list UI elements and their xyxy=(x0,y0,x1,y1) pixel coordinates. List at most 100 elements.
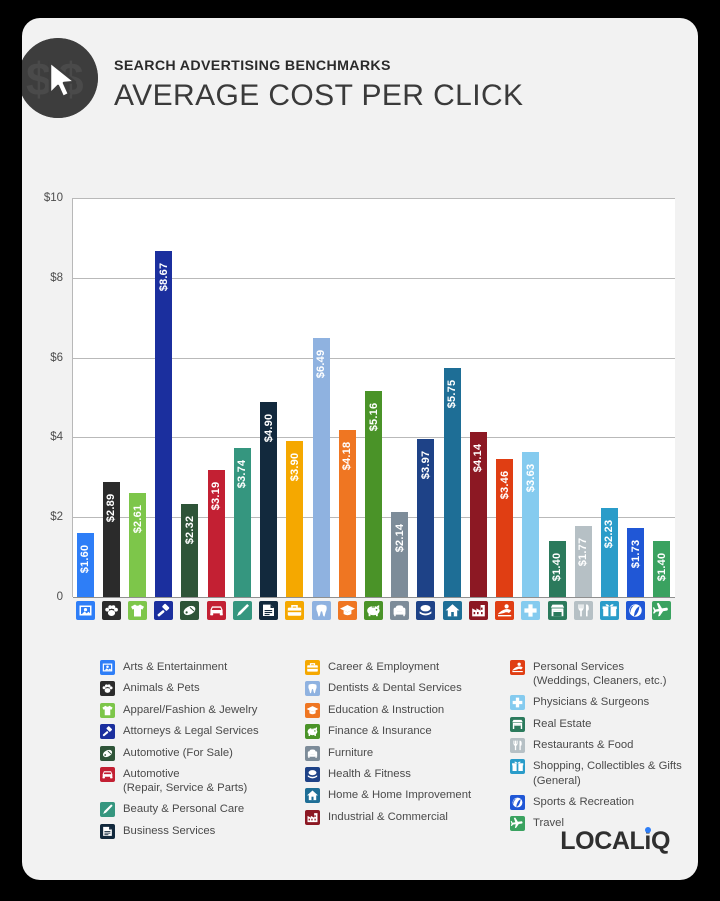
legend-item-label: Industrial & Commercial xyxy=(328,810,448,823)
graduation-cap-icon xyxy=(305,702,320,718)
bar-finance-insurance[interactable]: $5.16 xyxy=(365,391,383,597)
dumbbell-icon xyxy=(416,600,436,620)
bar-value-label: $2.14 xyxy=(393,523,406,552)
person-services-icon xyxy=(510,660,525,675)
legend-item: Shopping, Collectibles & Gifts (General) xyxy=(510,759,698,788)
document-icon xyxy=(100,823,115,839)
bar-cell: $3.74 xyxy=(229,198,255,597)
brush-icon xyxy=(232,600,252,620)
legend-item: Industrial & Commercial xyxy=(305,809,510,825)
tshirt-icon xyxy=(128,600,148,620)
bar-business-services[interactable]: $4.90 xyxy=(260,401,278,597)
briefcase-icon xyxy=(305,660,320,675)
bar-industrial-commercial[interactable]: $4.14 xyxy=(469,431,487,597)
bar-cell: $4.18 xyxy=(334,198,360,597)
paw-icon xyxy=(100,681,115,697)
bar-value-label: $4.90 xyxy=(262,413,275,442)
brand-dot xyxy=(644,827,651,833)
bar-real-estate[interactable]: $1.40 xyxy=(548,541,566,597)
bar-value-label: $1.60 xyxy=(79,544,92,574)
y-axis-tick: $10 xyxy=(43,192,63,204)
plot-area: $10 $8 $6 $4 $2 0 $1.60 $2.89 $2.61 $8.67 $2.32 $3… xyxy=(44,192,675,623)
legend-item: Education & Instruction xyxy=(305,702,510,718)
legend-item-label: Health & Fitness xyxy=(328,767,411,780)
bar-value-label: $8.67 xyxy=(157,262,170,292)
bar-shopping-collectibles[interactable]: $2.23 xyxy=(600,508,618,597)
bar-attorneys-legal[interactable]: $8.67 xyxy=(155,251,173,597)
legend-item-label: Travel xyxy=(533,817,564,830)
x-axis-icon-cell xyxy=(518,597,544,623)
x-axis-icon-cell xyxy=(203,597,229,623)
bar-animals-pets[interactable]: $2.89 xyxy=(102,481,120,597)
brush-icon xyxy=(100,802,115,818)
bar-value-label: $2.23 xyxy=(603,519,616,549)
bar-cell: $2.23 xyxy=(596,198,622,597)
bar-value-label: $4.18 xyxy=(341,441,354,471)
car-tag-icon xyxy=(180,600,200,620)
x-axis-icon-cell xyxy=(177,597,203,623)
factory-icon xyxy=(468,600,488,620)
tooth-icon xyxy=(311,600,331,620)
legend-item: Physicians & Surgeons xyxy=(510,695,698,711)
legend-item: Travel xyxy=(510,816,698,832)
title-block: SEARCH ADVERTISING BENCHMARKS AVERAGE CO… xyxy=(114,58,523,115)
bar-automotive-repair[interactable]: $3.19 xyxy=(207,469,225,597)
bar-apparel-fashion-jewelry[interactable]: $2.61 xyxy=(129,492,147,597)
x-axis-icon-cell xyxy=(229,597,255,623)
car-icon xyxy=(206,600,226,620)
bar-personal-services[interactable]: $3.46 xyxy=(496,458,514,597)
x-axis-icon-cell xyxy=(72,597,98,623)
x-axis-icon-cell xyxy=(98,597,124,623)
bar-education-instruction[interactable]: $4.18 xyxy=(338,430,356,597)
bar-value-label: $3.97 xyxy=(419,450,432,479)
y-axis-tick: $8 xyxy=(50,271,63,284)
legend: Arts & Entertainment Animals & Pets Appare… xyxy=(100,660,698,840)
legend-item: Animals & Pets xyxy=(100,681,305,697)
paw-icon xyxy=(101,600,121,620)
legend-item-label: Sports & Recreation xyxy=(533,795,635,808)
page-title: AVERAGE COST PER CLICK xyxy=(114,79,524,113)
legend-item: Real Estate xyxy=(510,716,698,732)
bar-career-employment[interactable]: $3.90 xyxy=(286,441,304,597)
bar-cell: $3.63 xyxy=(518,198,544,597)
bar-physicians-surgeons[interactable]: $3.63 xyxy=(522,452,540,597)
gift-icon xyxy=(599,600,619,620)
fork-knife-icon xyxy=(510,738,525,754)
bar-value-label: $3.74 xyxy=(236,459,249,489)
medical-cross-icon xyxy=(510,695,525,711)
legend-item: Personal Services (Weddings, Cleaners, e… xyxy=(510,660,698,689)
legend-item-label: Dentists & Dental Services xyxy=(328,682,462,695)
bar-furniture[interactable]: $2.14 xyxy=(391,511,409,597)
x-axis-icons xyxy=(72,597,675,623)
picture-icon xyxy=(100,660,115,675)
bar-value-label: $2.32 xyxy=(183,516,196,545)
bar-beauty-personal-care[interactable]: $3.74 xyxy=(233,447,251,597)
legend-item-label: Arts & Entertainment xyxy=(123,661,228,673)
car-icon xyxy=(100,766,115,782)
dollar-cursor-icon: $ $ xyxy=(22,38,98,118)
bar-restaurants-food[interactable]: $1.77 xyxy=(574,526,592,597)
x-axis-icon-cell xyxy=(334,597,360,623)
bar-health-fitness[interactable]: $3.97 xyxy=(417,438,435,597)
bar-travel[interactable]: $1.40 xyxy=(653,541,671,597)
bar-cell: $1.60 xyxy=(72,198,98,597)
x-axis-icon-cell xyxy=(492,597,518,623)
legend-item-label: Personal Services (Weddings, Cleaners, e… xyxy=(533,661,667,688)
factory-icon xyxy=(305,809,320,825)
brand-logo: LOCALi Q xyxy=(560,827,670,854)
bar-dentists-dental[interactable]: $6.49 xyxy=(312,338,330,597)
bar-automotive-for-sale[interactable]: $2.32 xyxy=(181,504,199,597)
bar-arts-entertainment[interactable]: $1.60 xyxy=(76,533,94,597)
bar-home-improvement[interactable]: $5.75 xyxy=(443,367,461,597)
legend-item-label: Home & Home Improvement xyxy=(328,789,472,802)
bar-cell: $3.46 xyxy=(492,198,518,597)
bar-cell: $1.40 xyxy=(649,198,675,597)
document-icon xyxy=(259,600,279,620)
x-axis-icon-cell xyxy=(256,597,282,623)
bar-sports-recreation[interactable]: $1.73 xyxy=(627,527,645,597)
tooth-icon xyxy=(305,681,320,697)
legend-column-3: Personal Services (Weddings, Cleaners, e… xyxy=(510,660,698,840)
infographic-card: $ $ SEARCH ADVERTISING BENCHMARKS AVERAG… xyxy=(22,18,698,880)
x-axis-icon-cell xyxy=(649,597,675,623)
